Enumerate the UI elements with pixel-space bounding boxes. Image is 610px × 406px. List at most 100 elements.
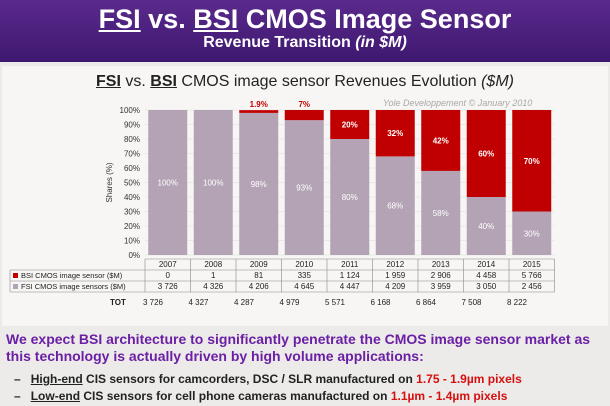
- x-tick-label: 2007: [159, 260, 177, 269]
- bar-bsi-2012: [375, 110, 415, 157]
- table-cell-bsi: 335: [298, 271, 312, 280]
- data-label-bsi: 60%: [478, 150, 494, 159]
- bar-fsi-2007: [148, 110, 188, 255]
- y-tick-label: 100%: [120, 106, 140, 115]
- table-cell-fsi: 4 206: [249, 282, 270, 291]
- table-cell-bsi: 4 458: [476, 271, 497, 280]
- y-axis-label: Shares (%): [105, 162, 114, 202]
- total-value: 5 571: [325, 298, 346, 307]
- bullet1-lead: High-end: [30, 372, 83, 386]
- subtitle-unit: (in $M): [355, 34, 407, 51]
- legend-label-bsi: BSI CMOS image sensor ($M): [21, 271, 123, 280]
- title-fsi: FSI: [98, 4, 141, 34]
- bullet-high-end: – High-end CIS sensors for camcorders, D…: [14, 372, 522, 386]
- chart-title-rest: CMOS image sensor Revenues Evolution: [181, 73, 477, 90]
- data-label-fsi: 40%: [478, 222, 494, 231]
- x-tick-label: 2014: [477, 260, 495, 269]
- total-value: 6 864: [416, 298, 437, 307]
- bullet2-mid: CIS sensors for cell phone cameras manuf…: [83, 389, 388, 403]
- paragraph: We expect BSI architecture to significan…: [6, 331, 591, 364]
- bullet-low-end: – Low-end CIS sensors for cell phone cam…: [14, 389, 507, 403]
- table-cell-fsi: 3 726: [158, 282, 179, 291]
- data-label-bsi: 1.9%: [250, 100, 268, 109]
- bar-fsi-2009: [239, 112, 279, 256]
- y-tick-label: 80%: [124, 135, 140, 144]
- total-value: 7 508: [461, 298, 482, 307]
- x-tick-label: 2015: [523, 260, 541, 269]
- table-cell-bsi: 1: [211, 271, 216, 280]
- legend-swatch-bsi: [13, 273, 18, 278]
- bar-bsi-2014: [466, 110, 506, 197]
- data-label-bsi: 7%: [298, 100, 310, 109]
- chart-title-vs: vs.: [125, 73, 146, 90]
- chart-title: FSI vs. BSI CMOS image sensor Revenues E…: [0, 73, 610, 91]
- data-label-bsi: 32%: [387, 129, 403, 138]
- bar-bsi-2013: [421, 110, 461, 171]
- table-cell-fsi: 4 447: [340, 282, 361, 291]
- table-cell-fsi: 3 959: [431, 282, 452, 291]
- data-label-fsi: 100%: [203, 179, 223, 188]
- bar-bsi-2015: [512, 110, 552, 212]
- slide-subtitle: Revenue Transition (in $M): [0, 34, 610, 52]
- total-value: 4 327: [188, 298, 209, 307]
- x-tick-label: 2012: [386, 260, 404, 269]
- bar-fsi-2010: [284, 120, 324, 256]
- table-cell-bsi: 2 906: [431, 271, 452, 280]
- chart-credit: Yole Developpement © January 2010: [383, 98, 533, 108]
- table-cell-bsi: 1 124: [340, 271, 361, 280]
- data-label-fsi: 68%: [387, 202, 403, 211]
- total-label: TOT: [110, 298, 126, 307]
- table-cell-bsi: 81: [254, 271, 263, 280]
- x-tick-label: 2011: [341, 260, 359, 269]
- data-label-fsi: 58%: [433, 209, 449, 218]
- bullet1-mid: CIS sensors for camcorders, DSC / SLR ma…: [86, 372, 413, 386]
- title-bsi: BSI: [193, 4, 239, 34]
- x-tick-label: 2010: [295, 260, 313, 269]
- table-cell-bsi: 5 766: [522, 271, 543, 280]
- table-cell-bsi: 1 959: [385, 271, 406, 280]
- y-tick-label: 10%: [124, 237, 140, 246]
- total-value: 8 222: [507, 298, 528, 307]
- bar-fsi-2011: [330, 139, 370, 255]
- bullet2-spec: 1.1µm - 1.4µm pixels: [390, 389, 508, 403]
- data-label-bsi: 42%: [433, 136, 449, 145]
- chart-title-bsi: BSI: [150, 73, 177, 90]
- bullet1-dash: –: [14, 372, 21, 386]
- table-cell-fsi: 3 050: [476, 282, 497, 291]
- bullet1-spec: 1.75 - 1.9µm pixels: [416, 372, 522, 386]
- bar-bsi-2011: [330, 110, 370, 139]
- bar-fsi-2013: [421, 170, 461, 255]
- x-tick-label: 2008: [204, 260, 222, 269]
- y-tick-label: 60%: [124, 164, 140, 173]
- chart-title-fsi: FSI: [96, 73, 121, 90]
- total-value: 3 726: [143, 298, 164, 307]
- bullet2-lead: Low-end: [30, 389, 81, 403]
- x-tick-label: 2013: [432, 260, 450, 269]
- y-tick-label: 70%: [124, 150, 140, 159]
- total-value: 4 287: [234, 298, 255, 307]
- y-tick-label: 50%: [124, 179, 140, 188]
- data-label-fsi: 98%: [251, 180, 267, 189]
- y-tick-label: 0%: [128, 251, 140, 260]
- bar-fsi-2012: [375, 156, 415, 255]
- data-label-fsi: 80%: [342, 193, 358, 202]
- legend-swatch-fsi: [13, 284, 18, 289]
- x-tick-label: 2009: [250, 260, 268, 269]
- bar-fsi-2014: [466, 197, 506, 255]
- legend-label-fsi: FSI CMOS image sensors ($M): [21, 282, 126, 291]
- y-tick-label: 20%: [124, 222, 140, 231]
- table-cell-bsi: 0: [166, 271, 171, 280]
- title-vs: vs.: [148, 4, 186, 34]
- bar-fsi-2008: [193, 110, 233, 255]
- total-value: 6 168: [370, 298, 391, 307]
- slide-header: [0, 0, 610, 62]
- table-cell-fsi: 4 645: [294, 282, 315, 291]
- y-tick-label: 40%: [124, 193, 140, 202]
- data-label-fsi: 100%: [158, 179, 178, 188]
- y-tick-label: 90%: [124, 121, 140, 130]
- table-cell-fsi: 2 456: [522, 282, 543, 291]
- title-rest: CMOS Image Sensor: [245, 4, 512, 34]
- bar-fsi-2015: [512, 211, 552, 255]
- total-value: 4 979: [279, 298, 300, 307]
